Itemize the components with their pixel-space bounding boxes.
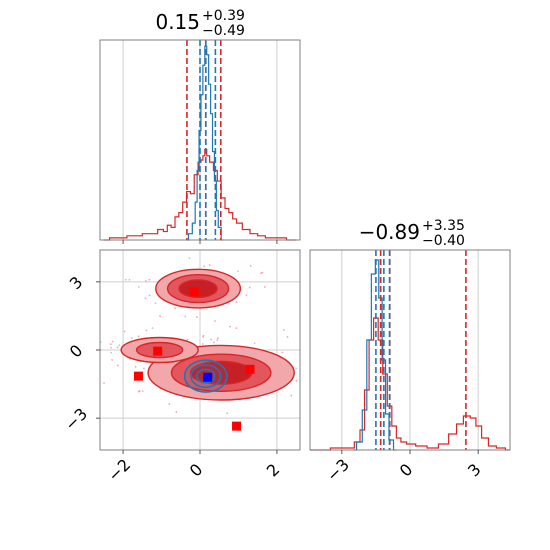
sample-point (281, 351, 284, 354)
sample-point (143, 367, 145, 370)
red-square-marker (189, 287, 199, 297)
sample-point (95, 385, 97, 387)
sample-point (141, 390, 144, 393)
title-param2-upper: +3.35 (422, 218, 465, 234)
x-tick-label-param1: 2 (263, 460, 284, 481)
title-param1-lower: −0.49 (202, 23, 245, 39)
sample-point (111, 358, 113, 361)
sample-point (137, 390, 140, 393)
red-square-marker (232, 421, 242, 431)
title-param2-lower: −0.40 (422, 233, 465, 249)
sample-point (148, 278, 151, 281)
sample-point (237, 270, 239, 273)
sample-point (203, 265, 206, 268)
red-square-marker (153, 346, 163, 356)
y-tick-label-param2: 3 (66, 273, 87, 294)
sample-point (159, 315, 161, 318)
sample-point (137, 286, 140, 288)
sample-point (245, 294, 248, 296)
sample-point (210, 338, 212, 341)
sample-point (184, 315, 187, 318)
sample-point (208, 264, 211, 266)
sample-point (261, 271, 264, 274)
sample-point (196, 316, 198, 319)
sample-point (214, 320, 216, 322)
sample-point (110, 346, 113, 349)
joint-density-plot (95, 249, 304, 451)
sample-point (290, 394, 293, 397)
sample-point (109, 343, 112, 345)
sample-point (249, 265, 252, 267)
sample-point (116, 346, 119, 349)
sample-point (144, 280, 147, 282)
title-param1-value: 0.15 (155, 10, 200, 34)
sample-point (174, 307, 176, 310)
sample-point (263, 286, 266, 288)
sample-point (124, 278, 127, 281)
sample-point (282, 329, 285, 331)
sample-point (235, 301, 238, 303)
sample-point (128, 278, 131, 281)
sample-point (134, 365, 137, 368)
x-tick-label-param2: −3 (323, 455, 353, 485)
sample-point (235, 327, 238, 330)
sample-point (260, 272, 262, 275)
sample-point (123, 330, 126, 333)
x-tick-label-param1: 0 (186, 460, 207, 481)
red-histogram-param1 (103, 148, 297, 241)
sample-point (110, 351, 113, 354)
sample-point (295, 367, 298, 370)
sample-point (175, 411, 178, 413)
sample-point (202, 335, 204, 338)
sample-point (229, 325, 231, 328)
sample-point (188, 257, 191, 260)
marginal-histogram-param2 (309, 249, 511, 451)
y-tick-label-param2: −3 (61, 404, 91, 434)
sample-point (216, 339, 219, 342)
sample-point (217, 337, 219, 339)
sample-point (118, 344, 121, 347)
sample-point (116, 364, 119, 367)
sample-point (145, 329, 148, 332)
sample-point (168, 403, 171, 405)
blue-square-marker (203, 372, 213, 382)
sample-point (295, 379, 298, 382)
x-tick-label-param1: −2 (104, 455, 134, 485)
sample-point (302, 409, 304, 411)
sample-point (103, 382, 105, 385)
sample-point (144, 297, 147, 300)
y-tick-label-param2: 0 (66, 341, 87, 362)
x-tick-label-param2: 3 (464, 460, 485, 481)
x-tick-label-param2: 0 (396, 460, 417, 481)
red-square-marker (245, 364, 255, 374)
blue-contour-level3 (196, 368, 216, 384)
blue-contour-level2 (190, 364, 222, 389)
sample-point (137, 335, 140, 338)
sample-point (151, 327, 154, 330)
title-param1-upper: +0.39 (202, 8, 245, 24)
marginal-histogram-param1 (99, 39, 301, 244)
title-param2-value: −0.89 (359, 220, 420, 244)
red-square-marker (133, 371, 143, 381)
sample-point (186, 338, 189, 341)
sample-point (148, 294, 151, 297)
sample-point (213, 341, 215, 344)
sample-point (111, 340, 114, 343)
sample-point (201, 343, 204, 345)
panel-titles: 0.15 +0.39−0.49 −0.89 +3.35−0.40 (155, 8, 464, 249)
sample-point (253, 342, 256, 345)
sample-point (130, 336, 133, 339)
blue-histogram-param1 (186, 45, 224, 241)
joint-contours (95, 257, 304, 431)
sample-point (226, 412, 229, 415)
sample-point (286, 336, 289, 338)
sample-point (154, 302, 157, 305)
sample-point (248, 286, 251, 289)
